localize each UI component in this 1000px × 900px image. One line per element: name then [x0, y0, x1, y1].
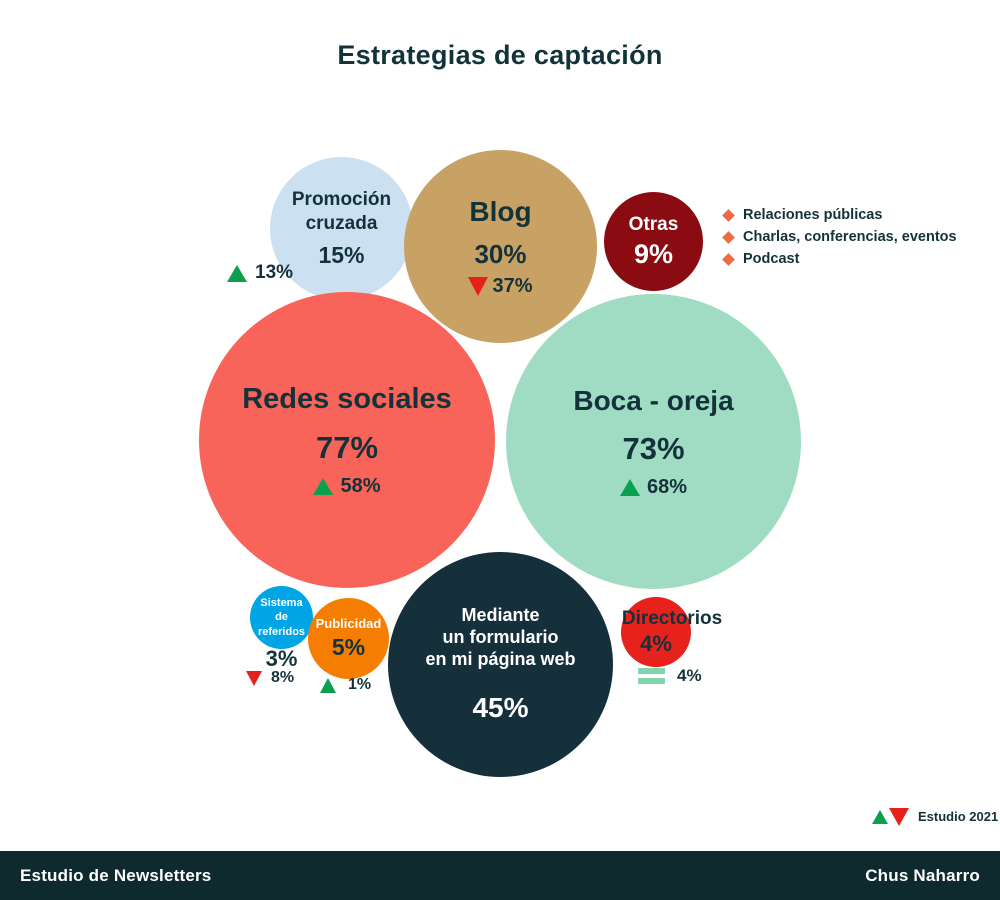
change-value: 8%: [271, 669, 295, 686]
study-comparison-legend: Estudio 2021: [872, 808, 998, 826]
change-value: 37%: [492, 274, 533, 297]
legend-item: Podcast: [722, 248, 957, 270]
bubble-blog: Blog 30% 37%: [404, 150, 597, 343]
bubble-label-line: cruzada: [305, 212, 378, 234]
bubble-label-line: referidos: [257, 625, 306, 638]
bubble-redes-sociales: Redes sociales 77% 58%: [199, 292, 495, 588]
bubble-label-line: Mediante: [461, 605, 540, 626]
directorios-change: 4%: [638, 666, 702, 686]
bubble-label-line: de: [275, 611, 288, 624]
up-triangle-icon: [872, 810, 888, 824]
legend-item-label: Relaciones públicas: [743, 207, 883, 223]
bubble-otras: Otras 9%: [604, 192, 703, 291]
footer-bar: Estudio de Newsletters Chus Naharro: [0, 851, 1000, 900]
bubble-formulario-web: Mediante un formulario en mi página web …: [388, 552, 613, 777]
bubble-promocion-cruzada: Promoción cruzada 15%: [270, 157, 413, 300]
otras-examples-legend: Relaciones públicas Charlas, conferencia…: [722, 204, 957, 270]
bubble-value: 45%: [472, 691, 529, 723]
up-triangle-icon: [619, 479, 640, 497]
bubble-label: Redes sociales: [242, 382, 452, 415]
bubble-publicidad: Publicidad 5%: [308, 598, 389, 679]
bubble-label-line: Promoción: [291, 189, 392, 211]
bubble-value: 73%: [622, 431, 685, 467]
publicidad-change: 1%: [320, 676, 371, 694]
bubble-boca-oreja: Boca - oreja 73% 68%: [506, 294, 801, 589]
bubble-sistema-referidos: Sistema de referidos: [250, 586, 313, 649]
study-legend-label: Estudio 2021: [918, 809, 999, 824]
bubble-label-line: en mi página web: [425, 648, 576, 669]
blog-change: 37%: [468, 274, 533, 298]
change-value: 1%: [348, 676, 372, 693]
diamond-bullet-icon: [722, 230, 735, 244]
bubble-label: Publicidad: [315, 616, 382, 632]
down-triangle-icon: [889, 808, 909, 826]
bubble-label: Directorios: [621, 608, 723, 630]
legend-item: Charlas, conferencias, eventos: [722, 226, 957, 248]
bubble-label: Otras: [628, 213, 679, 235]
change-value: 13%: [255, 262, 294, 283]
change-value: 68%: [646, 476, 688, 499]
bubble-label-line: un formulario: [442, 627, 559, 648]
redes-change: 58%: [313, 475, 381, 498]
sistema-value: 3%: [265, 646, 298, 671]
bubble-directorios: Directorios 4%: [621, 597, 722, 667]
footer-right-label: Chus Naharro: [865, 865, 980, 885]
down-triangle-icon: [468, 276, 489, 296]
bubble-label-line: Sistema: [260, 597, 303, 610]
bubble-label: Sistema de referidos: [258, 596, 305, 639]
promocion-change: 13%: [227, 262, 293, 284]
bubble-label: Blog: [469, 196, 532, 228]
equals-icon: [638, 668, 665, 684]
change-value: 4%: [677, 666, 702, 685]
legend-item-label: Podcast: [743, 251, 800, 267]
up-triangle-icon: [313, 478, 334, 496]
up-triangle-icon: [227, 264, 247, 282]
bubble-label: Promoción cruzada: [292, 188, 391, 234]
bubble-label: Mediante un formulario en mi página web: [425, 605, 575, 671]
bubble-label: Boca - oreja: [573, 384, 734, 416]
change-value: 58%: [340, 475, 381, 498]
legend-item: Relaciones públicas: [722, 204, 957, 226]
down-triangle-icon: [246, 670, 262, 686]
sistema-change: 8%: [246, 669, 294, 687]
bubble-value: 77%: [315, 430, 379, 466]
diamond-bullet-icon: [722, 208, 735, 222]
bubble-value: 9%: [633, 239, 674, 270]
page-title: Estrategias de captación: [337, 40, 663, 70]
bubble-value: 5%: [331, 633, 366, 660]
diamond-bullet-icon: [722, 252, 735, 266]
footer-left-label: Estudio de Newsletters: [20, 865, 212, 885]
boca-change: 68%: [619, 476, 688, 499]
bubble-value: 4%: [640, 630, 672, 656]
legend-item-label: Charlas, conferencias, eventos: [743, 229, 957, 245]
up-triangle-icon: [320, 677, 336, 693]
bubble-value: 15%: [318, 241, 365, 268]
bubble-value: 30%: [474, 238, 527, 269]
